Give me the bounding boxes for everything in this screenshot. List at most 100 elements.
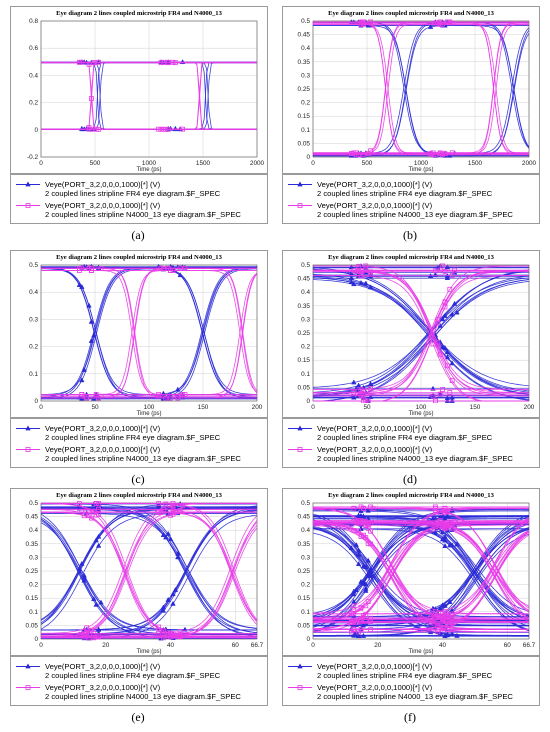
panel-caption: (e) bbox=[131, 710, 145, 724]
data-point-marker bbox=[175, 554, 181, 560]
data-point-marker bbox=[168, 268, 174, 273]
data-point-marker bbox=[95, 542, 102, 548]
eye-trace bbox=[313, 277, 529, 401]
data-point-marker bbox=[444, 363, 450, 369]
plot-frame: Eye diagram 2 lines coupled microstrip F… bbox=[282, 250, 540, 418]
legend-series-name: Veye(PORT_3,2,0,0,0,1000)[*] (V) bbox=[317, 180, 433, 189]
y-tick-label: 0.2 bbox=[301, 100, 310, 107]
chart-legend: Veye(PORT_3,2,0,0,0,1000)[*] (V) 2 couple… bbox=[10, 174, 268, 224]
panel-caption: (d) bbox=[403, 472, 417, 486]
data-point-marker bbox=[447, 519, 453, 525]
x-tick-label: 0 bbox=[39, 642, 43, 649]
data-point-marker bbox=[88, 318, 95, 324]
data-point-marker bbox=[84, 625, 89, 631]
y-tick-label: 0.2 bbox=[29, 582, 38, 589]
data-point-marker bbox=[437, 391, 443, 397]
x-axis-label: Time (ps) bbox=[136, 167, 161, 173]
y-tick-label: 0.25 bbox=[26, 568, 39, 575]
data-point-marker bbox=[77, 59, 82, 65]
plot-area: 0 0.05 0.1 0.15 0.2 0.25 0.3 0.35 0.4 0.45 0.5 0 500… bbox=[298, 18, 537, 173]
data-point-marker bbox=[88, 337, 95, 343]
x-tick-label: 66.7 bbox=[251, 642, 264, 649]
data-point-marker bbox=[86, 302, 92, 308]
y-tick-label: 0.5 bbox=[29, 262, 38, 269]
y-tick-label: 0.2 bbox=[29, 344, 38, 351]
legend-series-subtitle: 2 coupled lines stripline FR4 eye diagra… bbox=[317, 433, 493, 442]
data-point-marker bbox=[358, 525, 364, 531]
data-point-marker bbox=[175, 395, 181, 401]
x-tick-label: 150 bbox=[470, 404, 481, 411]
x-axis-label: Time (ps) bbox=[136, 411, 161, 417]
y-tick-label: 0.15 bbox=[298, 595, 311, 602]
legend-swatch bbox=[288, 425, 312, 431]
y-tick-label: 0.45 bbox=[26, 514, 39, 521]
y-tick-label: 0 bbox=[34, 127, 38, 134]
legend-swatch bbox=[16, 447, 40, 452]
legend-series-subtitle: 2 coupled lines stripline N4000_13 eye d… bbox=[45, 692, 241, 701]
y-tick-label: 0.25 bbox=[298, 568, 311, 575]
plot-axes bbox=[312, 20, 530, 158]
data-point-marker bbox=[355, 551, 362, 557]
eye-trace bbox=[41, 511, 257, 636]
legend-series-subtitle: 2 coupled lines stripline FR4 eye diagra… bbox=[317, 671, 493, 680]
data-point-marker bbox=[86, 126, 92, 132]
data-point-marker bbox=[348, 264, 355, 270]
y-tick-label: 0.25 bbox=[298, 86, 311, 93]
legend-marker bbox=[25, 663, 31, 669]
x-axis-label: Time (ps) bbox=[408, 649, 433, 655]
x-tick-label: 0 bbox=[311, 642, 315, 649]
data-point-marker bbox=[351, 619, 357, 624]
plot-area: 0 0.05 0.1 0.15 0.2 0.25 0.3 0.35 0.4 0.45 0.5 0 20 4… bbox=[298, 500, 536, 655]
x-tick-label: 0 bbox=[39, 160, 43, 167]
legend-swatch bbox=[288, 447, 312, 452]
data-point-marker bbox=[365, 557, 371, 563]
legend-series-name: Veye(PORT_3,2,0,0,0,1000)[*] (V) bbox=[317, 683, 433, 692]
y-tick-label: 0.4 bbox=[301, 45, 310, 52]
data-point-marker bbox=[440, 263, 446, 269]
x-tick-label: 0 bbox=[39, 404, 43, 411]
data-point-marker bbox=[437, 21, 443, 27]
data-point-marker bbox=[77, 632, 82, 638]
y-tick-label: 0.5 bbox=[301, 500, 310, 507]
chart-panel-b: Eye diagram 2 lines coupled microstrip F… bbox=[282, 6, 542, 246]
data-point-marker bbox=[96, 512, 101, 518]
legend-series-name: Veye(PORT_3,2,0,0,0,1000)[*] (V) bbox=[45, 201, 161, 210]
y-tick-label: 0.2 bbox=[29, 100, 38, 107]
legend-marker bbox=[25, 425, 31, 431]
data-point-marker bbox=[442, 602, 448, 608]
x-tick-label: 500 bbox=[362, 160, 373, 167]
data-point-marker bbox=[81, 366, 87, 372]
panel-caption: (c) bbox=[131, 472, 145, 486]
eye-trace bbox=[313, 277, 529, 388]
data-point-marker bbox=[163, 501, 169, 507]
data-point-marker bbox=[91, 60, 97, 66]
y-tick-label: 0.1 bbox=[29, 609, 38, 616]
y-tick-label: 0.35 bbox=[298, 541, 311, 548]
x-tick-label: 200 bbox=[252, 404, 263, 411]
y-tick-label: 0.3 bbox=[29, 316, 38, 323]
data-point-marker bbox=[81, 629, 87, 634]
x-tick-label: 1500 bbox=[196, 160, 211, 167]
legend-swatch bbox=[288, 181, 312, 187]
data-point-marker bbox=[442, 537, 448, 543]
data-point-marker bbox=[172, 126, 179, 132]
x-tick-label: 60 bbox=[232, 642, 240, 649]
x-tick-label: 2000 bbox=[522, 160, 537, 167]
data-point-marker bbox=[79, 509, 85, 515]
chart-legend: Veye(PORT_3,2,0,0,0,1000)[*] (V) 2 couple… bbox=[282, 174, 540, 224]
data-point-marker bbox=[348, 279, 355, 285]
data-point-marker bbox=[440, 387, 446, 392]
y-tick-label: 0.5 bbox=[301, 18, 310, 25]
data-point-marker bbox=[363, 535, 369, 540]
legend-series-name: Veye(PORT_3,2,0,0,0,1000)[*] (V) bbox=[45, 180, 161, 189]
series-n4000-traces bbox=[41, 59, 257, 132]
x-tick-label: 20 bbox=[102, 642, 110, 649]
y-tick-label: 0.15 bbox=[298, 357, 311, 364]
y-tick-label: 0.25 bbox=[298, 330, 311, 337]
x-tick-label: 0 bbox=[311, 404, 315, 411]
y-tick-label: 0.45 bbox=[298, 514, 311, 521]
legend-series-subtitle: 2 coupled lines stripline N4000_13 eye d… bbox=[317, 692, 513, 701]
data-point-marker bbox=[440, 616, 446, 621]
data-point-marker bbox=[442, 510, 448, 515]
data-point-marker bbox=[368, 386, 373, 391]
